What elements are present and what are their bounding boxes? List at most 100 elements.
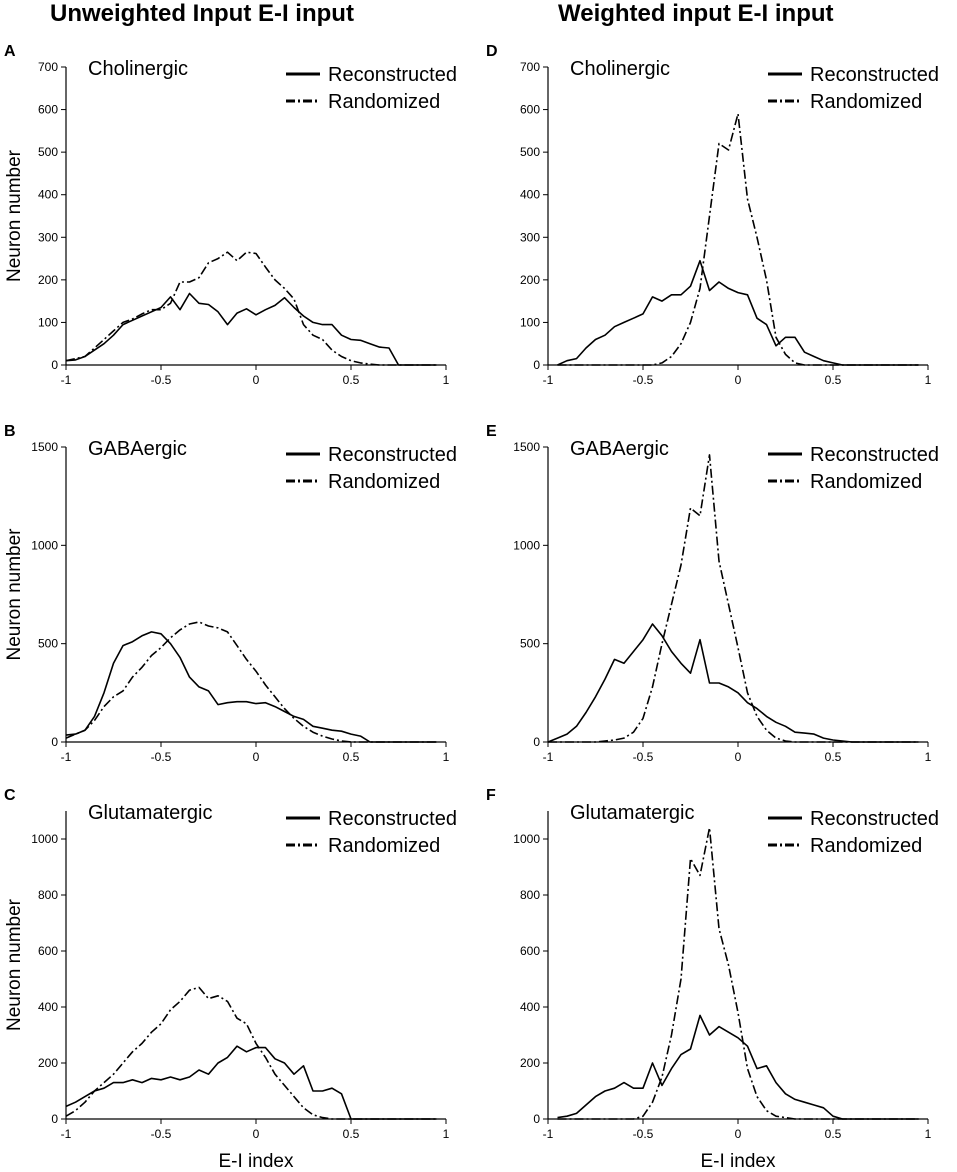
- panel-c-ytick-label: 200: [38, 1056, 58, 1070]
- panel-c-ytick-label: 400: [38, 1000, 58, 1014]
- panel-a-ytick-label: 400: [38, 188, 58, 202]
- panel-f-line-randomized: [557, 826, 919, 1120]
- panel-c-xlabel: E-I index: [219, 1151, 294, 1172]
- panel-e-line-randomized: [548, 454, 919, 743]
- panel-d-ytick-label: 0: [533, 358, 540, 372]
- panel-f-letter: F: [486, 787, 496, 804]
- panel-b-legend-label-reconstructed: Reconstructed: [328, 444, 457, 466]
- panel-e-letter: E: [486, 423, 497, 440]
- panel-b-line-randomized: [65, 621, 437, 743]
- panel-d-ytick-label: 300: [520, 230, 540, 244]
- panel-f-xtick-label: 0.5: [825, 1127, 842, 1141]
- panel-b-line-reconstructed: [65, 631, 437, 743]
- panel-a-ytick-label: 600: [38, 103, 58, 117]
- panel-f-ytick-label: 1000: [513, 832, 540, 846]
- panel-c-xtick-label: -1: [61, 1127, 72, 1141]
- panel-a-ytick-label: 200: [38, 273, 58, 287]
- panel-d-ytick-label: 400: [520, 188, 540, 202]
- panel-e-xtick-label: 1: [925, 750, 932, 764]
- panel-f-xtick-label: -1: [543, 1127, 554, 1141]
- panel-c-ylabel: Neuron number: [4, 898, 25, 1031]
- panel-e-xtick-label: 0.5: [825, 750, 842, 764]
- panel-c-xtick-label: -0.5: [151, 1127, 172, 1141]
- panel-d-ytick-label: 700: [520, 60, 540, 74]
- panel-d-ytick-label: 600: [520, 103, 540, 117]
- panel-c-ytick-label: 1000: [31, 832, 58, 846]
- panel-b-ytick-label: 1500: [31, 440, 58, 454]
- panel-c-line-reconstructed: [65, 1045, 437, 1120]
- panel-b-letter: B: [4, 423, 16, 440]
- panel-c-legend-label-reconstructed: Reconstructed: [328, 808, 457, 830]
- panel-a-ytick-label: 300: [38, 230, 58, 244]
- panel-e-ytick-label: 1500: [513, 440, 540, 454]
- panel-e-legend-label-reconstructed: Reconstructed: [810, 444, 939, 466]
- panel-d-xtick-label: 0: [735, 373, 742, 387]
- panel-d-title: Cholinergic: [570, 58, 670, 80]
- panel-e-xtick-label: -1: [543, 750, 554, 764]
- panel-a-ylabel: Neuron number: [4, 149, 25, 282]
- panel-f-xtick-label: -0.5: [633, 1127, 654, 1141]
- panel-a-ytick-label: 0: [51, 358, 58, 372]
- panel-b-xtick-label: 0: [253, 750, 260, 764]
- panel-f-ytick-label: 200: [520, 1056, 540, 1070]
- panel-a-legend-label-reconstructed: Reconstructed: [328, 64, 457, 86]
- panel-a-legend-label-randomized: Randomized: [328, 91, 440, 113]
- panel-d-legend-label-randomized: Randomized: [810, 91, 922, 113]
- panel-c-ytick-label: 0: [51, 1112, 58, 1126]
- panel-e-line-reconstructed: [547, 623, 919, 743]
- panel-b-xtick-label: 0.5: [343, 750, 360, 764]
- panel-b-ytick-label: 1000: [31, 538, 58, 552]
- panel-d-line-randomized: [557, 113, 919, 366]
- panel-c-ytick-label: 800: [38, 888, 58, 902]
- panel-d-xtick-label: 1: [925, 373, 932, 387]
- panel-e-title: GABAergic: [570, 438, 669, 460]
- panel-a-title: Cholinergic: [88, 58, 188, 80]
- panel-f-legend-label-randomized: Randomized: [810, 835, 922, 857]
- panel-f-ytick-label: 0: [533, 1112, 540, 1126]
- panel-f-title: Glutamatergic: [570, 802, 695, 824]
- panel-f-xtick-label: 1: [925, 1127, 932, 1141]
- panel-f-legend-label-reconstructed: Reconstructed: [810, 808, 939, 830]
- panel-a-xtick-label: -0.5: [151, 373, 172, 387]
- panel-a-ytick-label: 500: [38, 145, 58, 159]
- panel-b-ytick-label: 0: [51, 735, 58, 749]
- panel-a-xtick-label: 1: [443, 373, 450, 387]
- panel-f-xtick-label: 0: [735, 1127, 742, 1141]
- panel-f-ytick-label: 400: [520, 1000, 540, 1014]
- panel-c-line-randomized: [65, 986, 437, 1120]
- panel-d-xtick-label: -0.5: [633, 373, 654, 387]
- panel-c-letter: C: [4, 787, 16, 804]
- panel-b-xtick-label: -0.5: [151, 750, 172, 764]
- panel-b-xtick-label: -1: [61, 750, 72, 764]
- panel-c-xtick-label: 0.5: [343, 1127, 360, 1141]
- panel-d-xtick-label: -1: [543, 373, 554, 387]
- panel-f-xlabel: E-I index: [701, 1151, 776, 1172]
- panel-c-xtick-label: 1: [443, 1127, 450, 1141]
- column-title-weighted: Weighted input E-I input: [558, 0, 834, 27]
- panel-f-line-reconstructed: [557, 1014, 919, 1120]
- panel-e-ytick-label: 0: [533, 735, 540, 749]
- panel-e-legend-label-randomized: Randomized: [810, 471, 922, 493]
- panel-a-ytick-label: 100: [38, 315, 58, 329]
- panel-c-title: Glutamatergic: [88, 802, 213, 824]
- panel-b-ylabel: Neuron number: [4, 528, 25, 661]
- panel-a-xtick-label: 0: [253, 373, 260, 387]
- panel-b-xtick-label: 1: [443, 750, 450, 764]
- panel-a-line-randomized: [65, 251, 437, 366]
- panel-e-ytick-label: 1000: [513, 538, 540, 552]
- panel-c-legend-label-randomized: Randomized: [328, 835, 440, 857]
- panel-d-line-reconstructed: [557, 259, 919, 366]
- panel-f-ytick-label: 600: [520, 944, 540, 958]
- column-title-unweighted: Unweighted Input E-I input: [50, 0, 354, 27]
- panel-f-ytick-label: 800: [520, 888, 540, 902]
- panel-a-xtick-label: -1: [61, 373, 72, 387]
- panel-d-ytick-label: 500: [520, 145, 540, 159]
- panel-c-xtick-label: 0: [253, 1127, 260, 1141]
- panel-a-ytick-label: 700: [38, 60, 58, 74]
- panel-d-ytick-label: 200: [520, 273, 540, 287]
- panel-a-letter: A: [4, 43, 16, 60]
- panel-d-ytick-label: 100: [520, 315, 540, 329]
- panel-c-ytick-label: 600: [38, 944, 58, 958]
- panel-a-xtick-label: 0.5: [343, 373, 360, 387]
